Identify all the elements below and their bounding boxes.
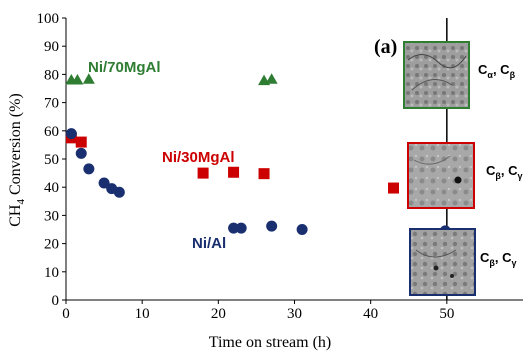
data-point-square (197, 167, 209, 179)
tem-inset-green (403, 41, 470, 109)
data-point-circle (75, 147, 87, 159)
x-tick-labels: 0 10 20 30 40 50 (62, 306, 454, 322)
y-tick-labels: 0 10 20 30 40 50 60 70 80 90 100 (37, 11, 60, 309)
inset-label-2: Cβ, Cγ (486, 163, 523, 181)
x-tick-label: 20 (211, 306, 226, 322)
series-label-ni-al: Ni/Al (192, 235, 226, 252)
inset-label-1: Cα, Cβ (478, 62, 516, 80)
data-point-triangle (82, 73, 95, 84)
y-tick-label: 90 (44, 39, 59, 55)
data-point-circle (235, 222, 247, 234)
panel-label: (a) (374, 36, 397, 58)
data-point-circle (65, 128, 77, 140)
data-point-square (388, 182, 400, 194)
data-point-circle (296, 224, 308, 235)
y-tick-label: 20 (44, 237, 59, 253)
data-points (65, 73, 451, 241)
tem-inset-blue (409, 228, 476, 296)
y-tick-label: 60 (44, 124, 59, 140)
data-point-triangle (71, 74, 84, 85)
x-tick-label: 10 (135, 306, 150, 322)
tem-inset-red (407, 142, 475, 209)
data-point-circle (83, 163, 95, 175)
y-tick-label: 30 (44, 208, 59, 224)
x-tick-label: 40 (363, 306, 378, 322)
data-point-circle (228, 222, 240, 234)
y-tick-label: 80 (44, 67, 59, 83)
y-axis-title: CH4 Conversion (%) (7, 93, 27, 227)
data-point-circle (113, 186, 125, 198)
series-label-ni-30mgal: Ni/30MgAl (162, 149, 235, 166)
y-tick-label: 40 (44, 180, 59, 196)
data-point-square (75, 136, 87, 148)
inset-label-3: Cβ, Cγ (480, 250, 517, 268)
series-label-ni-70mgal: Ni/70MgAl (88, 59, 161, 76)
x-axis-title: Time on stream (h) (209, 334, 332, 351)
x-tick-label: 0 (62, 306, 70, 322)
y-tick-label: 10 (44, 265, 59, 281)
x-tick-label: 30 (287, 306, 302, 322)
y-tick-label: 70 (44, 96, 59, 112)
y-tick-label: 0 (52, 293, 60, 309)
y-tick-label: 50 (44, 152, 59, 168)
data-point-circle (266, 220, 278, 232)
data-point-square (228, 166, 240, 178)
y-tick-label: 100 (37, 11, 60, 27)
x-tick-label: 50 (439, 306, 454, 322)
data-point-triangle (265, 73, 278, 84)
data-point-square (258, 168, 270, 180)
data-point-circle (98, 177, 110, 189)
